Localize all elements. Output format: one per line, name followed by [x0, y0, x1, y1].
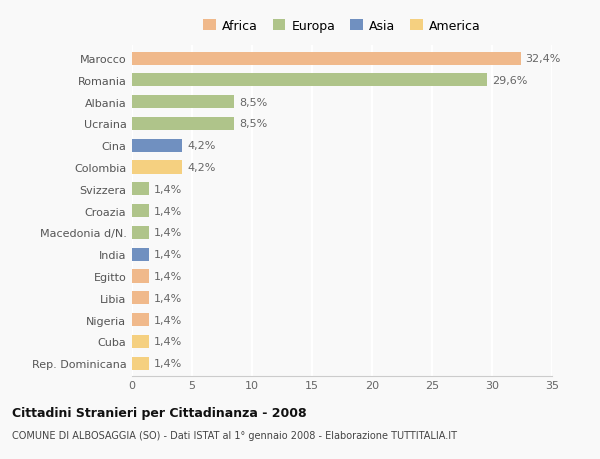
Text: 1,4%: 1,4% — [154, 206, 182, 216]
Text: 1,4%: 1,4% — [154, 358, 182, 368]
Bar — [132, 270, 149, 283]
Bar — [132, 74, 487, 87]
Text: COMUNE DI ALBOSAGGIA (SO) - Dati ISTAT al 1° gennaio 2008 - Elaborazione TUTTITA: COMUNE DI ALBOSAGGIA (SO) - Dati ISTAT a… — [12, 431, 457, 441]
Text: 4,2%: 4,2% — [187, 141, 215, 151]
Bar — [132, 205, 149, 218]
Text: 1,4%: 1,4% — [154, 250, 182, 260]
Text: Cittadini Stranieri per Cittadinanza - 2008: Cittadini Stranieri per Cittadinanza - 2… — [12, 406, 307, 419]
Bar — [132, 335, 149, 348]
Bar — [132, 357, 149, 370]
Bar — [132, 161, 182, 174]
Bar — [132, 291, 149, 305]
Text: 1,4%: 1,4% — [154, 293, 182, 303]
Bar — [132, 248, 149, 261]
Text: 1,4%: 1,4% — [154, 271, 182, 281]
Text: 4,2%: 4,2% — [187, 162, 215, 173]
Text: 1,4%: 1,4% — [154, 228, 182, 238]
Text: 1,4%: 1,4% — [154, 185, 182, 195]
Bar — [132, 313, 149, 326]
Text: 32,4%: 32,4% — [526, 54, 561, 64]
Text: 1,4%: 1,4% — [154, 315, 182, 325]
Legend: Africa, Europa, Asia, America: Africa, Europa, Asia, America — [203, 20, 481, 33]
Bar — [132, 96, 234, 109]
Bar — [132, 118, 234, 131]
Text: 1,4%: 1,4% — [154, 336, 182, 347]
Bar — [132, 52, 521, 66]
Bar — [132, 140, 182, 152]
Bar — [132, 226, 149, 240]
Bar — [132, 183, 149, 196]
Text: 8,5%: 8,5% — [239, 97, 267, 107]
Text: 29,6%: 29,6% — [492, 76, 527, 86]
Text: 8,5%: 8,5% — [239, 119, 267, 129]
